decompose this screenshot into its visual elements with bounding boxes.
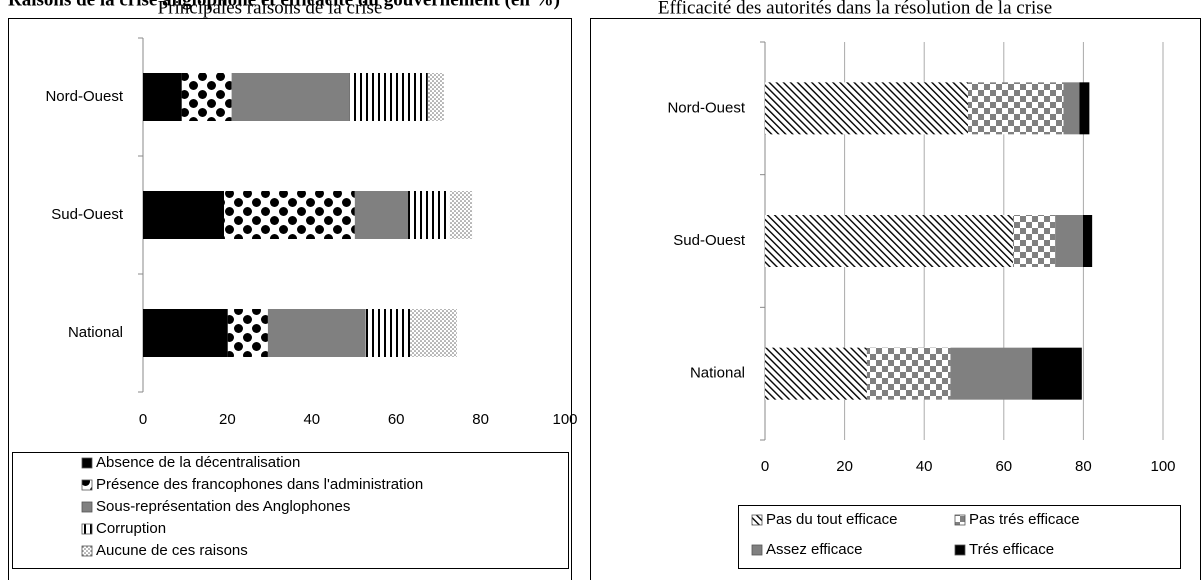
legend-frame xyxy=(738,505,1181,569)
bar-segment xyxy=(1079,82,1090,135)
legend-label: Assez efficace xyxy=(766,541,862,558)
bar-segment xyxy=(1032,347,1082,400)
legend-label: Pas trés efficace xyxy=(969,511,1080,528)
y-tick-label: Nord-Ouest xyxy=(45,88,123,105)
legend-swatch xyxy=(81,479,93,491)
legend-frame xyxy=(12,452,569,569)
x-tick-label: 60 xyxy=(995,458,1012,475)
bar-segment xyxy=(408,191,450,239)
chart-title: Principales raisons de la crise xyxy=(158,0,383,18)
bar-segment xyxy=(231,73,350,121)
legend-label: Corruption xyxy=(96,520,166,537)
bar-segment xyxy=(765,82,968,135)
bar-segment xyxy=(866,347,951,400)
y-tick-label: National xyxy=(690,365,745,382)
chart-title: Efficacité des autorités dans la résolut… xyxy=(658,0,1052,18)
legend-swatch xyxy=(81,523,93,535)
x-tick-label: 100 xyxy=(1150,458,1175,475)
bar-segment xyxy=(365,309,411,357)
legend-swatch xyxy=(81,545,93,557)
bar-segment xyxy=(950,347,1033,400)
x-tick-label: 80 xyxy=(1075,458,1092,475)
bar-segment xyxy=(349,73,428,121)
bar-segment xyxy=(1055,215,1084,267)
legend-label: Aucune de ces raisons xyxy=(96,542,248,559)
y-tick-label: Sud-Ouest xyxy=(51,206,124,223)
y-tick-label: Nord-Ouest xyxy=(667,99,745,116)
bar-segment xyxy=(765,347,867,400)
bar-segment xyxy=(224,191,355,239)
bar-segment xyxy=(1083,215,1093,267)
legend-swatch xyxy=(954,514,966,526)
x-tick-label: 40 xyxy=(303,411,320,428)
legend-label: Trés efficace xyxy=(969,541,1054,558)
legend-swatch xyxy=(751,514,763,526)
bar-segment xyxy=(267,309,366,357)
bar-segment xyxy=(427,73,444,121)
bar-segment xyxy=(143,73,182,121)
bar-segment xyxy=(765,215,1013,267)
bar-segment xyxy=(1012,215,1056,267)
panel-frame xyxy=(590,18,1201,580)
x-tick-label: 20 xyxy=(219,411,236,428)
legend-swatch xyxy=(954,544,966,556)
figure-title: Raisons de la crise anglophone et effica… xyxy=(8,0,560,10)
bar-segment xyxy=(1063,82,1080,135)
bar-segment xyxy=(143,309,228,357)
legend-swatch xyxy=(751,544,763,556)
bar-segment xyxy=(449,191,473,239)
legend-label: Absence de la décentralisation xyxy=(96,454,300,471)
legend-label: Pas du tout efficace xyxy=(766,511,897,528)
bar-segment xyxy=(967,82,1064,135)
x-tick-label: 60 xyxy=(388,411,405,428)
x-tick-label: 80 xyxy=(472,411,489,428)
x-tick-label: 40 xyxy=(916,458,933,475)
x-tick-label: 100 xyxy=(552,411,577,428)
bar-segment xyxy=(143,191,225,239)
bar-segment xyxy=(181,73,232,121)
bar-segment xyxy=(354,191,409,239)
bar-segment xyxy=(410,309,457,357)
x-tick-label: 0 xyxy=(139,411,147,428)
panel-frame xyxy=(8,18,572,580)
legend-label: Présence des francophones dans l'adminis… xyxy=(96,476,423,493)
y-tick-label: National xyxy=(68,324,123,341)
legend-swatch xyxy=(81,501,93,513)
legend-label: Sous-représentation des Anglophones xyxy=(96,498,350,515)
x-tick-label: 0 xyxy=(761,458,769,475)
y-tick-label: Sud-Ouest xyxy=(673,232,746,249)
bar-segment xyxy=(227,309,268,357)
legend-swatch xyxy=(81,457,93,469)
x-tick-label: 20 xyxy=(836,458,853,475)
